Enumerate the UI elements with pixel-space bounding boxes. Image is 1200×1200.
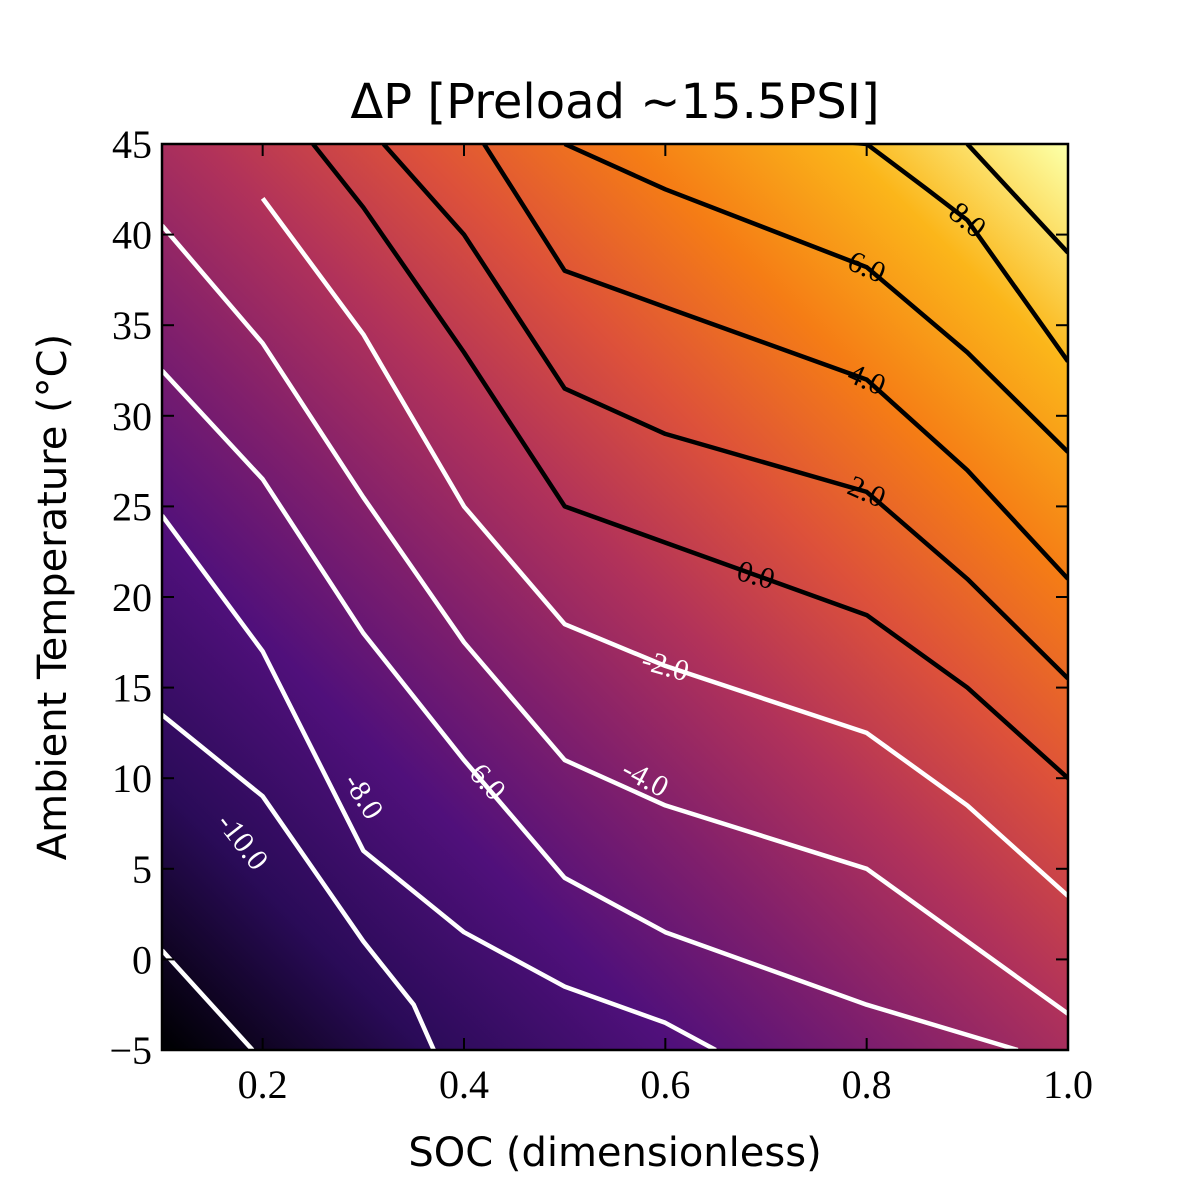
- y-tick-label-5: 20: [112, 575, 152, 620]
- contour-line-9: [563, 144, 1068, 454]
- contour-line-11: [965, 144, 1068, 255]
- x-axis-label: SOC (dimensionless): [408, 1130, 821, 1176]
- contour-line-5: [260, 197, 1068, 898]
- y-tick-label-9: 40: [112, 213, 152, 258]
- y-tick-label-7: 30: [112, 394, 152, 439]
- y-tick-label-2: 5: [132, 847, 152, 892]
- contour-line-6: [311, 144, 1068, 780]
- chart-title: ΔP [Preload ~15.5PSI]: [350, 74, 879, 130]
- contour-line-0: [162, 948, 255, 1050]
- heat-field: [162, 144, 1068, 1050]
- contour-line-7: [381, 144, 1068, 681]
- y-tick-label-10: 45: [112, 122, 152, 167]
- y-tick-label-3: 10: [112, 756, 152, 801]
- y-axis-ticks: −5 0 5 10 15 20 25 30 35 40 45: [109, 122, 1068, 1073]
- x-tick-label-0: 0.2: [238, 1062, 288, 1107]
- contour-line-3: [162, 368, 1019, 1050]
- contour-line-10: [841, 144, 1068, 363]
- y-tick-label-4: 15: [112, 666, 152, 711]
- contour-lines: [162, 144, 1068, 1050]
- x-tick-label-3: 0.8: [842, 1062, 892, 1107]
- y-tick-label-6: 25: [112, 484, 152, 529]
- contour-line-1: [162, 713, 436, 1050]
- contour-line-2: [162, 514, 717, 1050]
- x-tick-label-4: 1.0: [1043, 1062, 1093, 1107]
- y-tick-label-1: 0: [132, 937, 152, 982]
- x-tick-label-1: 0.4: [439, 1062, 489, 1107]
- x-axis-ticks: 0.2 0.4 0.6 0.8 1.0: [238, 144, 1093, 1107]
- x-tick-label-2: 0.6: [640, 1062, 690, 1107]
- y-axis-label: Ambient Temperature (°C): [30, 334, 76, 860]
- y-tick-label-8: 35: [112, 303, 152, 348]
- contour-line-8: [482, 144, 1068, 581]
- plot-area: [162, 144, 1068, 1050]
- y-tick-label-0: −5: [109, 1028, 152, 1073]
- contour-line-4: [162, 224, 1068, 1016]
